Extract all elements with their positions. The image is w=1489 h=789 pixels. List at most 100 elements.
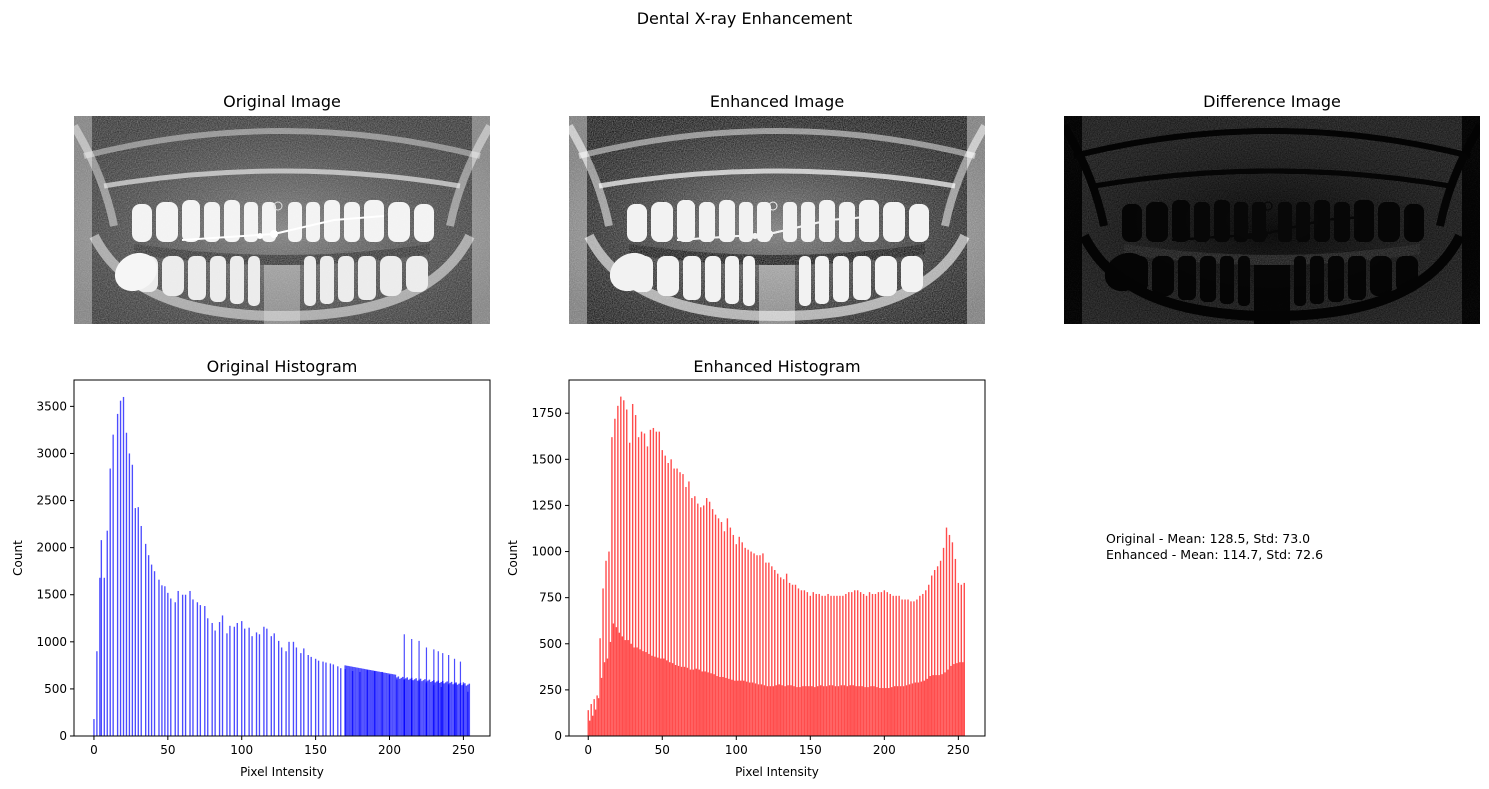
histogram-bar: [147, 555, 150, 736]
histogram-bar: [177, 590, 179, 736]
difference-image-title: Difference Image: [1203, 92, 1341, 111]
histogram-bar: [825, 686, 828, 736]
histogram-bar: [778, 684, 780, 736]
histogram-bar: [963, 582, 965, 736]
histogram-bar: [251, 636, 253, 736]
histogram-bar: [419, 678, 422, 736]
histogram-bar: [100, 540, 103, 736]
histogram-bar: [465, 685, 468, 736]
histogram-bar: [277, 640, 280, 736]
histogram-bar: [634, 415, 637, 736]
histogram-bar: [957, 582, 960, 736]
histogram-bar: [768, 562, 770, 736]
histogram-bar: [363, 668, 366, 736]
histogram-bar: [716, 676, 718, 736]
histogram-bar: [258, 634, 261, 736]
histogram-bar: [628, 442, 631, 736]
histogram-bar: [357, 667, 360, 736]
histogram-bar: [741, 542, 743, 736]
histogram-bar: [433, 649, 435, 736]
histogram-bar: [112, 434, 114, 736]
histogram-bar: [594, 709, 597, 736]
histogram-bar: [655, 431, 658, 736]
histogram-bar: [908, 684, 911, 736]
histogram-bar: [663, 658, 665, 736]
histogram-bar: [591, 715, 594, 736]
histogram-bar: [674, 664, 677, 736]
x-tick-label: 250: [452, 743, 475, 757]
histogram-bar: [898, 595, 900, 736]
histogram-bar: [649, 429, 652, 736]
histogram-bar: [631, 403, 634, 736]
histogram-bar: [415, 678, 417, 736]
histogram-bar: [618, 632, 621, 736]
histogram-bar: [740, 680, 742, 736]
histogram-bar: [935, 675, 937, 736]
histogram-bar: [892, 595, 894, 736]
x-tick-label: 250: [947, 743, 970, 757]
histogram-bar: [255, 632, 258, 736]
histogram-bar: [769, 686, 772, 736]
histogram-bar: [411, 638, 413, 736]
histogram-bar: [879, 688, 881, 736]
histogram-bar: [728, 678, 730, 736]
histogram-bar: [833, 595, 835, 736]
histogram-bar: [851, 592, 853, 736]
histogram-bar: [329, 663, 332, 736]
histogram-bar: [717, 518, 720, 736]
y-tick-label: 3000: [36, 446, 67, 460]
y-tick-label: 750: [539, 591, 562, 605]
axes-frame: [73, 379, 491, 737]
histogram-bar: [705, 498, 708, 736]
histogram-bar: [468, 683, 471, 736]
histogram-bar: [589, 720, 591, 736]
histogram-bar: [787, 685, 789, 736]
histogram-bar: [896, 686, 899, 736]
histogram-bar: [444, 682, 447, 736]
histogram-bar: [922, 593, 924, 736]
histogram-bar: [233, 626, 236, 736]
histogram-bar: [434, 682, 437, 736]
histogram-bar: [874, 593, 877, 736]
histogram-bar: [439, 682, 441, 736]
histogram-bar: [942, 547, 945, 736]
histogram-bar: [207, 618, 209, 736]
histogram-bar: [858, 686, 860, 736]
histogram-bar: [951, 542, 954, 736]
histogram-bar: [914, 682, 917, 736]
histogram-bar: [356, 667, 358, 736]
histogram-bar: [627, 640, 629, 736]
histogram-bar: [424, 679, 426, 736]
histogram-bar: [803, 590, 806, 736]
x-tick-label: 0: [584, 743, 592, 757]
histogram-bar: [673, 468, 675, 736]
x-tick-label: 50: [655, 743, 670, 757]
histogram-bar: [153, 571, 156, 736]
histogram-bar: [608, 551, 610, 736]
histogram-bar: [263, 626, 265, 736]
histogram-bar: [366, 669, 369, 736]
x-tick-label: 50: [160, 743, 175, 757]
histogram-bar: [654, 656, 656, 736]
histogram-bar: [793, 686, 795, 736]
histogram-bar: [703, 505, 705, 736]
y-tick-label: 1750: [531, 406, 562, 420]
histogram-bar: [99, 577, 101, 736]
x-tick-label: 150: [799, 743, 822, 757]
figure-suptitle: Dental X-ray Enhancement: [637, 9, 853, 28]
histogram-bar: [391, 674, 394, 736]
histogram-bar: [797, 588, 800, 736]
histogram-bar: [590, 704, 592, 736]
histogram-bar: [461, 685, 463, 736]
histogram-bar: [808, 686, 810, 736]
histogram-bar: [708, 501, 711, 736]
histogram-bar: [244, 628, 246, 736]
histogram-bar: [759, 555, 761, 736]
histogram-bar: [376, 671, 379, 736]
histogram-bar: [862, 593, 865, 736]
histogram-bar: [939, 560, 942, 736]
histogram-bar: [406, 677, 408, 736]
histogram-bars: [93, 396, 471, 736]
histogram-bar: [837, 686, 840, 736]
